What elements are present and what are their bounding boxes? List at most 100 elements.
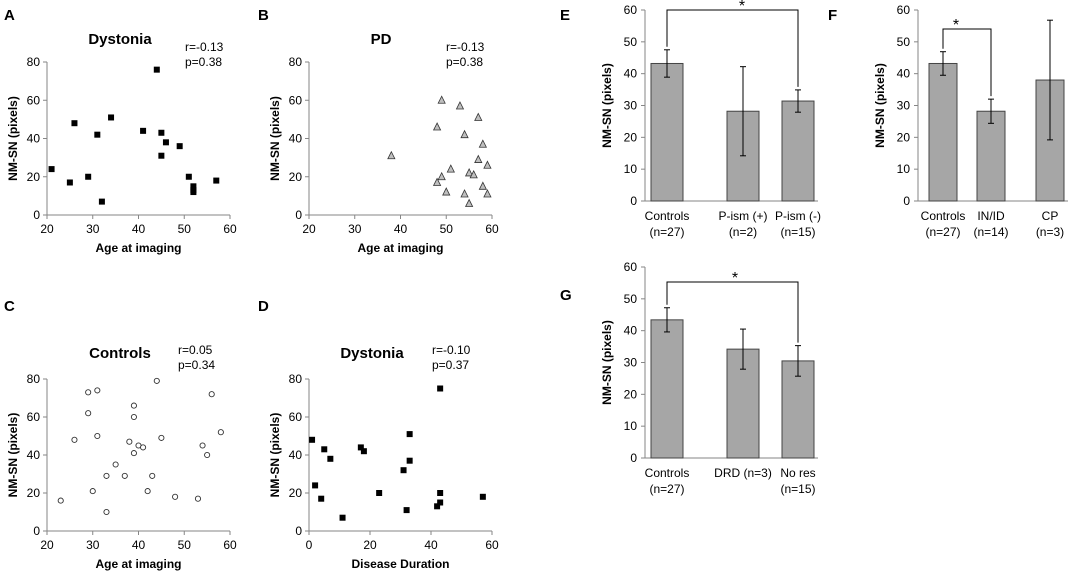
- panel-e-ytick-label: 10: [624, 162, 638, 176]
- data-point: [483, 160, 492, 169]
- data-point: [153, 66, 160, 73]
- panel-c-ytick-label: 20: [27, 486, 41, 500]
- category-label: Controls: [645, 209, 690, 223]
- panel-letter-b: B: [258, 7, 269, 24]
- panel-d-title: Dystonia: [340, 345, 404, 362]
- category-label: CP: [1042, 209, 1059, 223]
- panel-b-xtick-label: 40: [394, 222, 408, 236]
- panel-letter-g: G: [560, 287, 572, 304]
- data-point: [442, 187, 451, 196]
- panel-a-x-axis-label: Age at imaging: [95, 241, 181, 255]
- data-point: [176, 143, 183, 150]
- data-point: [309, 436, 316, 443]
- category-label: IN/ID: [977, 209, 1005, 223]
- category-n-label: (n=15): [780, 482, 815, 496]
- data-point: [406, 431, 413, 438]
- data-point: [130, 413, 137, 421]
- panel-g-ytick-label: 20: [624, 387, 638, 401]
- panel-g-ytick-label: 40: [624, 324, 638, 338]
- bar: [928, 62, 958, 202]
- data-point: [321, 446, 328, 453]
- data-point: [437, 490, 444, 496]
- panel-b-r-value: r=-0.13: [446, 40, 485, 54]
- data-point: [437, 95, 446, 104]
- data-point: [94, 432, 101, 440]
- bar: [650, 62, 684, 202]
- category-n-label: (n=27): [649, 225, 684, 239]
- data-point: [85, 410, 92, 417]
- data-point: [199, 442, 206, 449]
- data-point: [57, 497, 64, 504]
- data-point: [469, 169, 478, 179]
- panel-b-ytick-label: 80: [289, 55, 303, 69]
- category-n-label: (n=27): [925, 225, 960, 239]
- panel-d-xtick-label: 60: [485, 538, 499, 552]
- panel-f-ytick-label: 30: [897, 99, 911, 113]
- panel-a-y-axis-label: NM-SN (pixels): [6, 96, 20, 181]
- panel-e-ytick-label: 60: [624, 3, 638, 17]
- data-point: [172, 493, 179, 500]
- data-point: [403, 507, 410, 514]
- panel-g-y-axis-label: NM-SN (pixels): [600, 320, 614, 405]
- data-point: [190, 189, 197, 196]
- data-point: [71, 436, 78, 443]
- panel-c-xtick-label: 30: [86, 538, 100, 552]
- data-point: [190, 183, 197, 190]
- data-point: [478, 181, 487, 190]
- panel-d-ytick-label: 80: [289, 372, 303, 386]
- panel-a-xtick-label: 60: [223, 222, 237, 236]
- category-label: No res: [780, 466, 815, 480]
- significance-star: *: [739, 0, 745, 15]
- data-point: [94, 387, 101, 394]
- panel-a-xtick-label: 50: [178, 222, 192, 236]
- panel-f-ytick-label: 10: [897, 162, 911, 176]
- panel-f-ytick-label: 40: [897, 67, 911, 81]
- data-point: [48, 166, 55, 173]
- data-point: [98, 198, 105, 205]
- panel-letter-e: E: [560, 7, 570, 24]
- panel-b-ytick-label: 60: [289, 93, 303, 107]
- category-n-label: (n=27): [649, 482, 684, 496]
- panel-d-ytick-label: 20: [289, 486, 303, 500]
- panel-b-y-axis-label: NM-SN (pixels): [268, 96, 282, 181]
- data-point: [217, 429, 224, 436]
- data-point: [94, 131, 101, 138]
- data-point: [108, 114, 115, 121]
- significance-bracket: [666, 9, 799, 87]
- panel-e-ytick-label: 50: [624, 35, 638, 49]
- data-point: [85, 389, 92, 396]
- data-point: [312, 482, 319, 489]
- panel-f-ytick-label: 60: [897, 3, 911, 17]
- panel-g-ytick-label: 0: [630, 451, 637, 465]
- panel-e-ytick-label: 40: [624, 67, 638, 81]
- panel-d-xtick-label: 0: [306, 538, 313, 552]
- panel-c-p-value: p=0.34: [178, 358, 215, 372]
- panel-f: F 0 10 20 30 40 50 60 NM-SN (pixels) Controls (n=…: [828, 3, 1068, 239]
- data-point: [140, 127, 147, 134]
- significance-star: *: [732, 270, 738, 287]
- panel-c-r-value: r=0.05: [178, 343, 213, 357]
- category-n-label: (n=2): [729, 225, 757, 239]
- panel-b-ytick-label: 40: [289, 132, 303, 146]
- data-point: [158, 152, 165, 159]
- category-n-label: (n=14): [973, 225, 1008, 239]
- data-point: [144, 488, 151, 495]
- category-label: Controls: [645, 466, 690, 480]
- data-point: [483, 189, 492, 198]
- category-label: Controls: [921, 209, 966, 223]
- panel-e-ytick-label: 30: [624, 99, 638, 113]
- significance-bracket: [942, 28, 992, 97]
- panel-c-xtick-label: 50: [178, 538, 192, 552]
- panel-a-xtick-label: 30: [86, 222, 100, 236]
- panel-a-xtick-label: 20: [40, 222, 54, 236]
- category-label: DRD (n=3): [714, 466, 772, 480]
- panel-d-ytick-label: 60: [289, 410, 303, 424]
- panel-b-xtick-label: 60: [485, 222, 499, 236]
- panel-d-plot: 0 20 40 60 80 0 20 40 60 Disease Duration NM-SN (p…: [268, 372, 499, 571]
- panel-c-ytick-label: 80: [27, 372, 41, 386]
